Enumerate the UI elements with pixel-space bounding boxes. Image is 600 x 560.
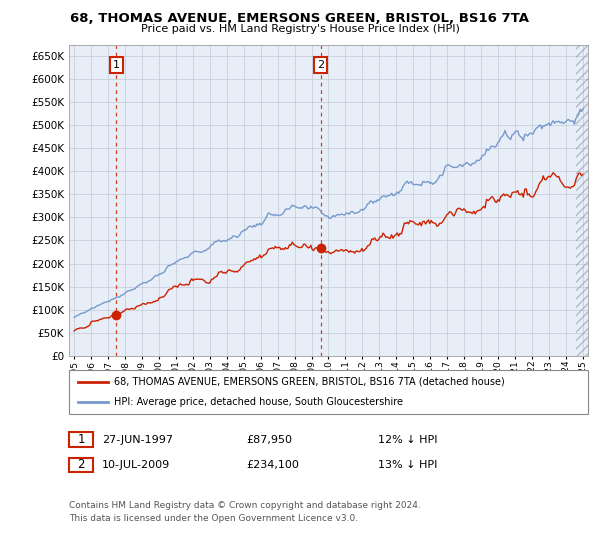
Text: 68, THOMAS AVENUE, EMERSONS GREEN, BRISTOL, BS16 7TA: 68, THOMAS AVENUE, EMERSONS GREEN, BRIST… (71, 12, 530, 25)
Text: 2: 2 (317, 60, 324, 70)
Text: HPI: Average price, detached house, South Gloucestershire: HPI: Average price, detached house, Sout… (114, 397, 403, 407)
Text: 10-JUL-2009: 10-JUL-2009 (102, 460, 170, 470)
Text: 13% ↓ HPI: 13% ↓ HPI (378, 460, 437, 470)
Text: 1: 1 (77, 433, 85, 446)
Text: £87,950: £87,950 (246, 435, 292, 445)
Text: £234,100: £234,100 (246, 460, 299, 470)
Text: Price paid vs. HM Land Registry's House Price Index (HPI): Price paid vs. HM Land Registry's House … (140, 24, 460, 34)
Bar (576, 13, 596, 356)
Text: 68, THOMAS AVENUE, EMERSONS GREEN, BRISTOL, BS16 7TA (detached house): 68, THOMAS AVENUE, EMERSONS GREEN, BRIST… (114, 377, 505, 387)
Text: 12% ↓ HPI: 12% ↓ HPI (378, 435, 437, 445)
Text: Contains HM Land Registry data © Crown copyright and database right 2024.
This d: Contains HM Land Registry data © Crown c… (69, 501, 421, 522)
Bar (576, 13, 596, 356)
Text: 2: 2 (77, 458, 85, 472)
Text: 1: 1 (113, 60, 120, 70)
Text: 27-JUN-1997: 27-JUN-1997 (102, 435, 173, 445)
